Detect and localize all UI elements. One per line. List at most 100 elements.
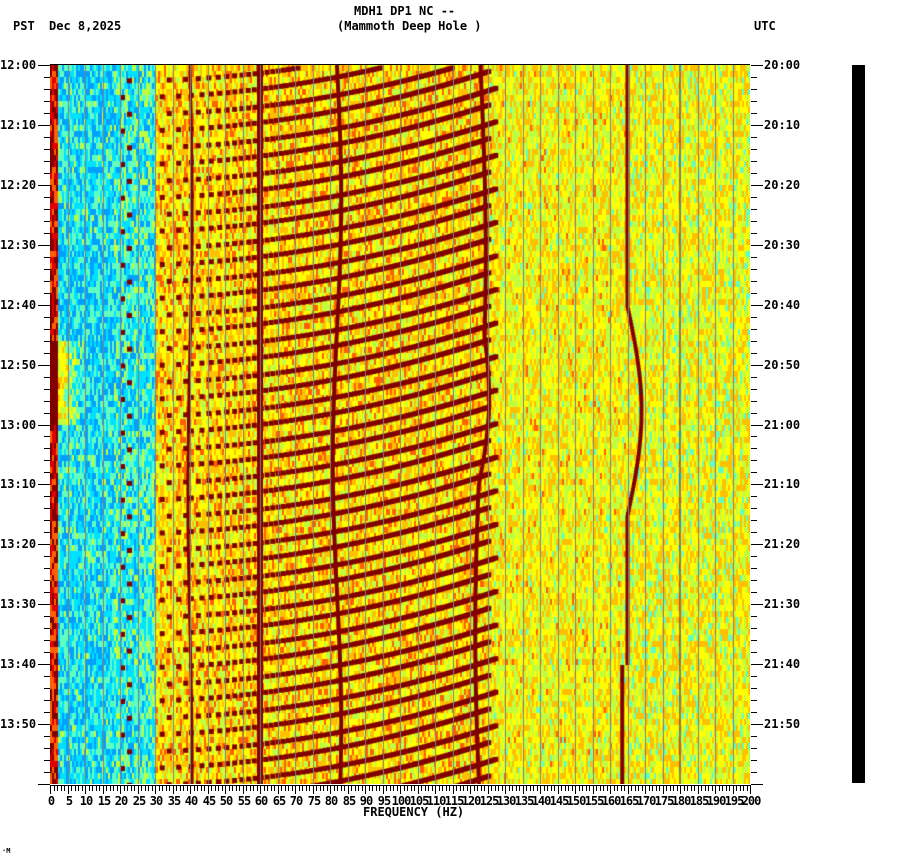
y-tick-right	[751, 365, 763, 366]
x-tick	[134, 785, 135, 791]
x-tick	[218, 785, 219, 791]
x-tick	[488, 785, 489, 794]
x-tick	[404, 785, 405, 791]
y-tick-left	[38, 544, 50, 545]
y-tick-label-right: 21:10	[764, 477, 801, 491]
y-tick-left	[38, 724, 50, 725]
y-tick-left	[44, 317, 50, 318]
x-tick	[194, 785, 195, 791]
x-tick-label: 135	[514, 794, 535, 808]
y-tick-right	[751, 532, 757, 533]
x-tick	[358, 785, 359, 791]
x-tick-label: 50	[219, 794, 233, 808]
y-tick-right	[751, 592, 757, 593]
y-tick-left	[44, 149, 50, 150]
x-tick-label: 130	[496, 794, 517, 808]
y-tick-label-left: 13:40	[0, 657, 37, 671]
x-tick	[726, 785, 727, 791]
y-tick-left	[44, 209, 50, 210]
x-tick	[414, 785, 415, 791]
y-tick-label-right: 20:10	[764, 118, 801, 132]
x-tick	[204, 785, 205, 791]
x-tick	[547, 785, 548, 791]
x-tick	[92, 785, 93, 791]
x-tick	[449, 785, 450, 791]
x-tick	[274, 785, 275, 791]
y-tick-right	[751, 496, 757, 497]
x-tick	[96, 785, 97, 791]
x-tick	[635, 785, 636, 791]
y-tick-right	[751, 784, 763, 785]
x-tick	[75, 785, 76, 791]
x-tick	[393, 785, 394, 791]
y-tick-label-right: 21:30	[764, 597, 801, 611]
x-tick-label: 15	[97, 794, 111, 808]
x-tick	[369, 785, 370, 791]
x-tick	[327, 785, 328, 791]
y-tick-right	[751, 436, 757, 437]
x-tick	[610, 785, 611, 794]
y-tick-left	[44, 592, 50, 593]
x-tick	[512, 785, 513, 791]
x-tick	[607, 785, 608, 791]
x-tick	[54, 785, 55, 791]
y-tick-left	[38, 604, 50, 605]
x-tick	[572, 785, 573, 791]
y-tick-left	[38, 425, 50, 426]
x-tick	[166, 785, 167, 791]
x-tick-label: 115	[444, 794, 465, 808]
x-tick	[586, 785, 587, 791]
y-tick-right	[751, 269, 757, 270]
x-tick	[596, 785, 597, 791]
x-tick	[659, 785, 660, 791]
x-tick	[624, 785, 625, 791]
x-tick-label: 70	[289, 794, 303, 808]
x-tick-label: 200	[741, 794, 762, 808]
y-tick-left	[44, 760, 50, 761]
x-tick	[173, 785, 174, 794]
x-tick	[250, 785, 251, 791]
y-tick-label-right: 21:20	[764, 537, 801, 551]
plot-top-border	[50, 64, 750, 65]
x-tick	[722, 785, 723, 791]
y-tick-left	[44, 640, 50, 641]
x-tick	[495, 785, 496, 791]
x-tick-label: 145	[549, 794, 570, 808]
x-tick-label: 150	[566, 794, 587, 808]
y-tick-left	[44, 281, 50, 282]
x-tick	[320, 785, 321, 791]
x-tick	[78, 785, 79, 791]
x-tick	[278, 785, 279, 794]
y-tick-label-left: 13:10	[0, 477, 37, 491]
y-tick-label-left: 12:10	[0, 118, 37, 132]
y-tick-right	[751, 329, 757, 330]
y-tick-right	[751, 377, 757, 378]
x-tick	[589, 785, 590, 791]
x-tick-label: 30	[149, 794, 163, 808]
y-tick-left	[38, 664, 50, 665]
y-tick-left	[44, 712, 50, 713]
x-tick-label: 90	[359, 794, 373, 808]
x-tick	[691, 785, 692, 791]
x-tick-label: 75	[307, 794, 321, 808]
y-tick-right	[751, 341, 757, 342]
x-tick	[225, 785, 226, 794]
x-tick	[253, 785, 254, 791]
y-tick-left	[38, 65, 50, 66]
y-tick-right	[751, 425, 763, 426]
x-tick	[397, 785, 398, 791]
x-tick	[631, 785, 632, 791]
x-tick	[264, 785, 265, 791]
y-tick-left	[44, 173, 50, 174]
y-tick-label-right: 21:50	[764, 717, 801, 731]
y-tick-left	[44, 101, 50, 102]
x-tick	[551, 785, 552, 791]
x-tick	[519, 785, 520, 791]
x-tick	[708, 785, 709, 791]
x-tick-label: 60	[254, 794, 268, 808]
x-tick	[687, 785, 688, 791]
x-tick	[467, 785, 468, 791]
left-timezone: PST	[13, 19, 35, 33]
x-tick	[131, 785, 132, 791]
x-tick	[239, 785, 240, 791]
